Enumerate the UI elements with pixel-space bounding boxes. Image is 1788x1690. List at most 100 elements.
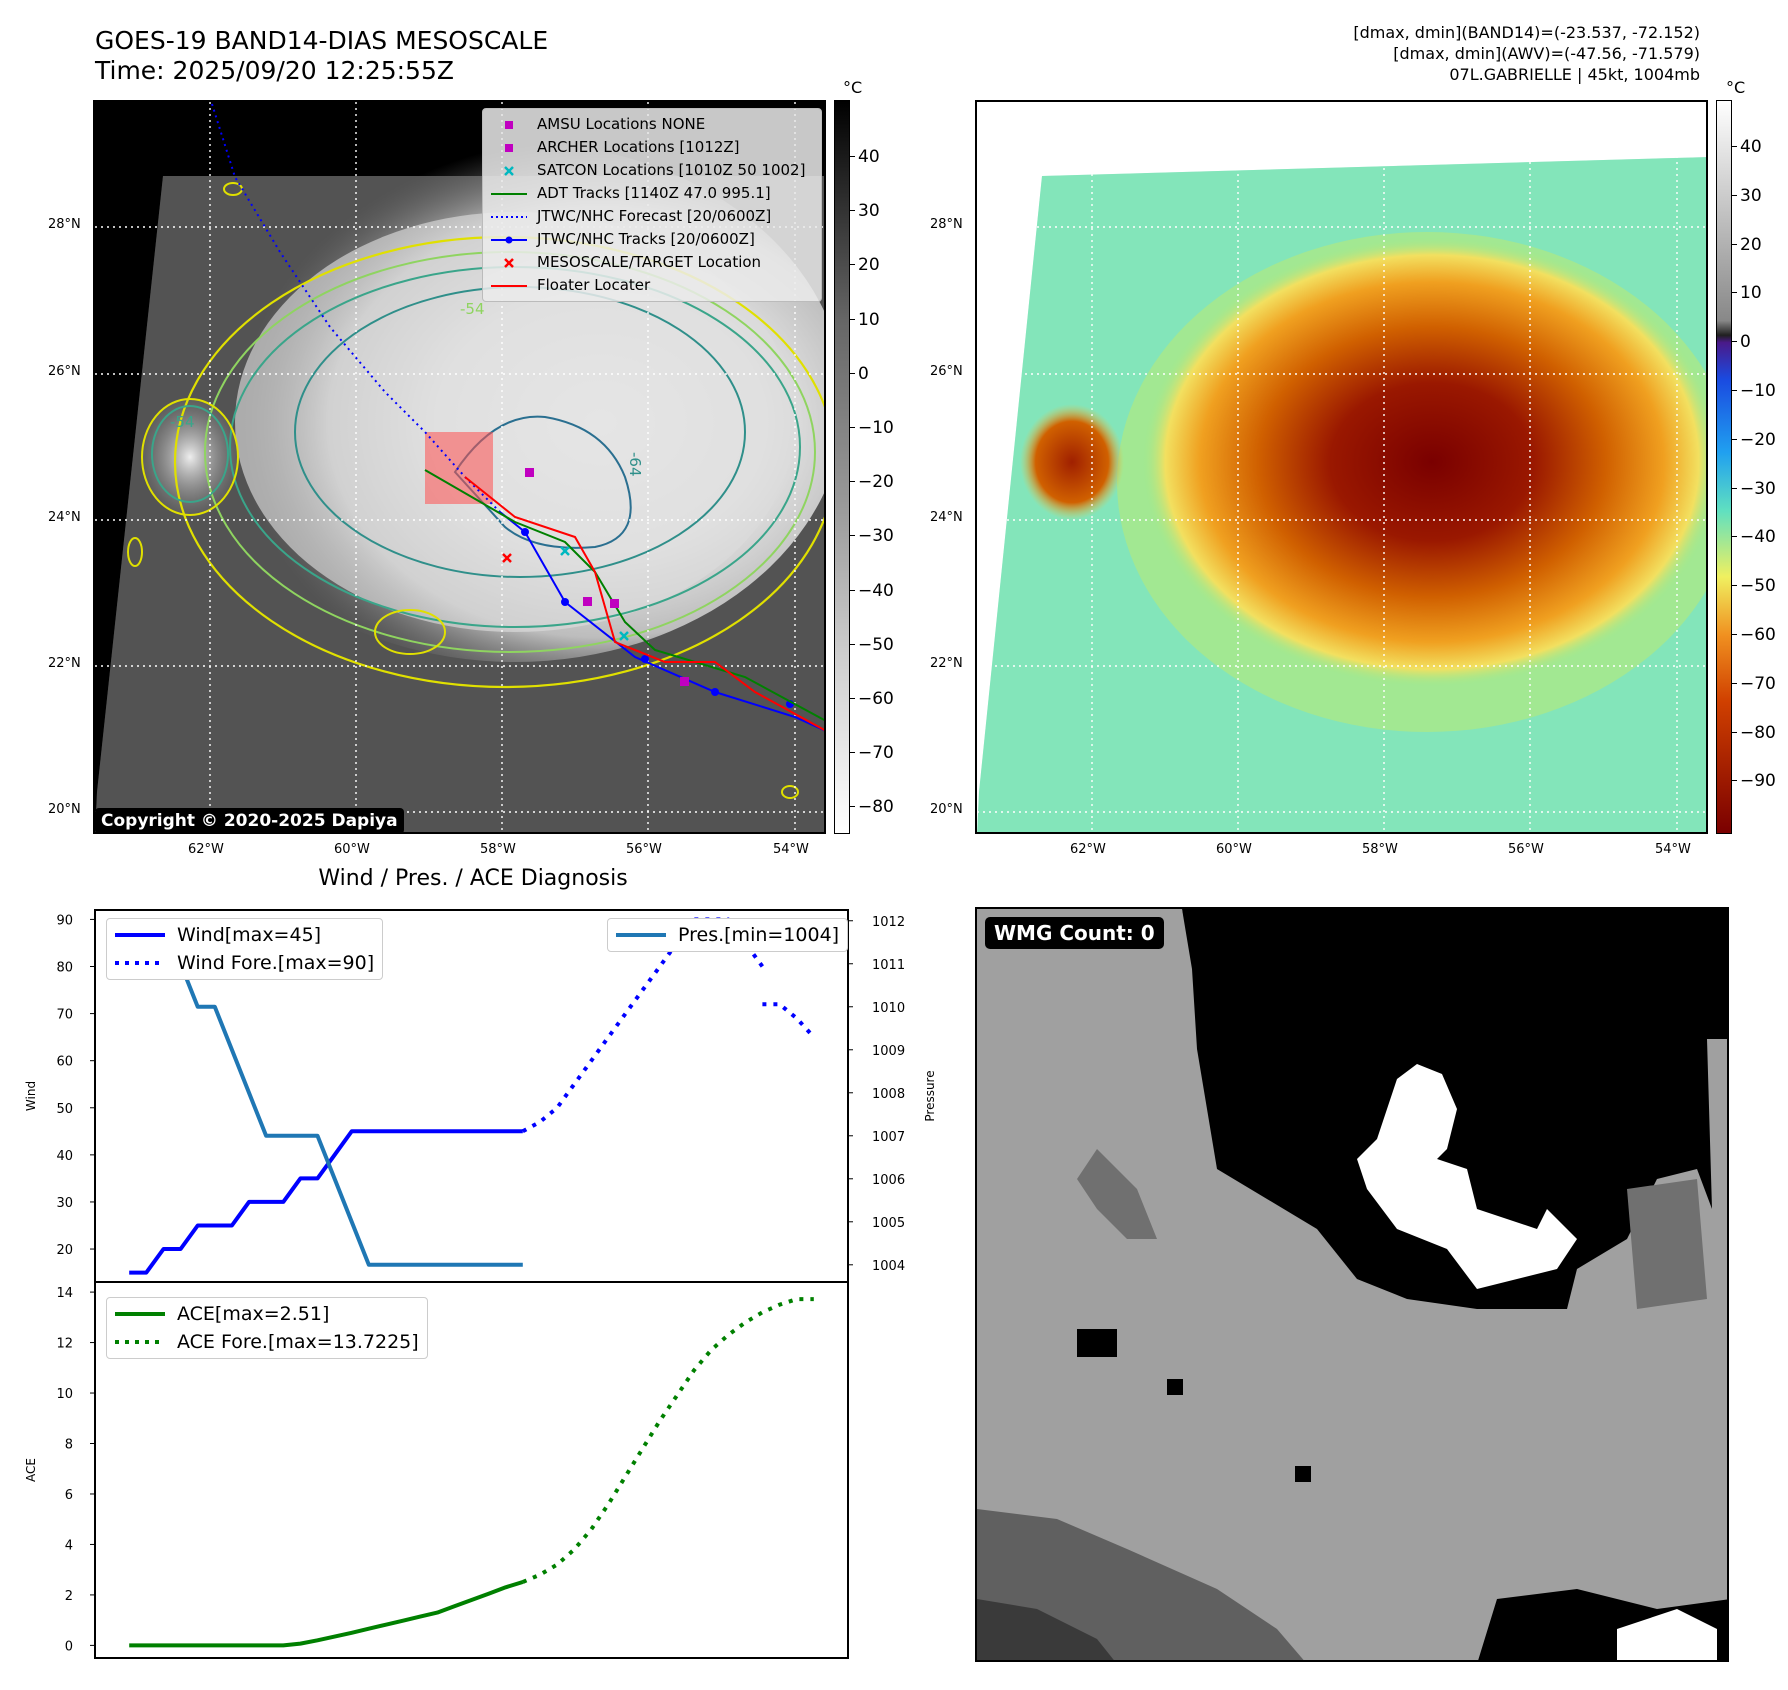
diagnosis-charts: 9080706050403020101210111010100910081007… xyxy=(24,909,937,1659)
ir-legend-item: MESOSCALE/TARGET Location xyxy=(491,251,813,274)
forecast-track xyxy=(211,103,501,513)
longitude-label: 54°W xyxy=(1655,842,1691,857)
colorbar-tick-label: 0 xyxy=(858,363,869,384)
latitude-label: 28°N xyxy=(48,217,81,232)
awv-map xyxy=(975,100,1708,834)
ace-axis-tick-label: 10 xyxy=(56,1387,73,1402)
ir-legend-item: ADT Tracks [1140Z 47.0 995.1] xyxy=(491,182,813,205)
colorbar-tick-mark xyxy=(850,372,855,374)
longitude-label: 60°W xyxy=(334,842,370,857)
awv-gridlines xyxy=(977,102,1706,832)
colorbar-tick-label: 10 xyxy=(858,309,880,330)
archer-points xyxy=(525,468,689,686)
colorbar-tick-mark xyxy=(850,752,855,754)
storm-info-text: 07L.GABRIELLE | 45kt, 1004mb xyxy=(1449,65,1700,84)
wind-axis-tick-label: 60 xyxy=(56,1055,73,1070)
wind-legend: Wind[max=45] Wind Fore.[max=90] xyxy=(106,918,384,980)
ir-legend-item: ARCHER Locations [1012Z] xyxy=(491,136,813,159)
ir-imagery: -54 -54 -64 xyxy=(95,102,824,832)
colorbar-tick-mark xyxy=(1732,634,1737,635)
wind-axis-tick-label: 90 xyxy=(56,913,73,928)
colorbar-tick-mark xyxy=(1732,438,1737,440)
legend-label-wind-forecast: Wind Fore.[max=90] xyxy=(177,952,375,974)
line-marker-icon xyxy=(491,284,527,287)
colorbar-tick-mark xyxy=(1732,146,1737,147)
pressure-series-line xyxy=(129,918,523,1267)
longitude-label: 56°W xyxy=(626,842,662,857)
ir-legend-label: ADT Tracks [1140Z 47.0 995.1] xyxy=(537,184,771,202)
wind-forecast-tail-line xyxy=(762,1002,816,1039)
latitude-label: 26°N xyxy=(930,364,963,379)
ir-legend-label: ARCHER Locations [1012Z] xyxy=(537,138,740,156)
pressure-axis-tick-label: 1009 xyxy=(872,1044,905,1059)
latitude-label: 24°N xyxy=(48,510,81,525)
colorbar-tick-mark xyxy=(1732,682,1737,684)
wmg-imagery xyxy=(977,909,1727,1660)
latitude-label: 22°N xyxy=(930,656,963,671)
colorbar-tick-mark xyxy=(850,264,855,266)
legend-item-wind-forecast: Wind Fore.[max=90] xyxy=(115,949,374,977)
colorbar-tick-label: −60 xyxy=(1740,625,1776,645)
latitude-label: 22°N xyxy=(48,656,81,671)
colorbar-tick-mark xyxy=(1732,194,1737,196)
figure-title-line1: GOES-19 BAND14-DIAS MESOSCALE xyxy=(95,26,549,55)
colorbar-tick-label: −20 xyxy=(858,472,894,493)
floater-track xyxy=(464,476,824,731)
ir-legend-item: JTWC/NHC Tracks [20/0600Z] xyxy=(491,228,813,251)
line-marker-icon xyxy=(491,192,527,195)
ace-chart-frame xyxy=(94,1281,849,1659)
colorbar-tick-label: −70 xyxy=(858,743,894,764)
ir-gridlines xyxy=(95,102,824,832)
copyright-badge: Copyright © 2020-2025 Dapiya xyxy=(95,808,404,834)
colorbar-tick-label: 20 xyxy=(858,255,880,276)
wind-series-line xyxy=(129,1129,523,1275)
ace-series-line xyxy=(129,1580,524,1648)
pressure-axis-tick-label: 1010 xyxy=(872,1001,905,1016)
colorbar-tick-mark xyxy=(850,210,855,212)
colorbar-tick-label: −30 xyxy=(858,526,894,547)
colorbar-tick-label: −80 xyxy=(1740,722,1776,743)
pressure-axis-tick-label: 1005 xyxy=(872,1216,905,1231)
floater-box xyxy=(425,432,493,504)
ir-legend: AMSU Locations NONE ARCHER Locations [101… xyxy=(482,108,822,302)
longitude-label: 58°W xyxy=(1362,842,1398,857)
latitude-label: 20°N xyxy=(930,802,963,817)
ace-forecast-series-line xyxy=(522,1297,814,1584)
colorbar-tick-mark xyxy=(850,318,855,320)
longitude-label: 60°W xyxy=(1216,842,1252,857)
ace-axis-tick-label: 0 xyxy=(65,1639,73,1654)
colorbar-tick-label: −10 xyxy=(858,418,894,438)
ir-legend-item: JTWC/NHC Forecast [20/0600Z] xyxy=(491,205,813,228)
legend-item-ace: ACE[max=2.51] xyxy=(115,1300,419,1328)
colorbar-tick-mark xyxy=(1732,390,1737,391)
ir-satellite-map: -54 -54 -64 xyxy=(93,100,826,834)
pressure-axis-tick-label: 1012 xyxy=(872,915,905,930)
pressure-axis-tick-label: 1006 xyxy=(872,1173,905,1188)
colorbar-tick-mark xyxy=(1732,292,1737,294)
ir-legend-label: SATCON Locations [1010Z 50 1002] xyxy=(537,161,806,179)
figure-title: GOES-19 BAND14-DIAS MESOSCALE Time: 2025… xyxy=(95,26,548,86)
band14-range-text: [dmax, dmin](BAND14)=(-23.537, -72.152) xyxy=(1353,23,1700,42)
satcon-points xyxy=(560,546,629,641)
ir-legend-label: JTWC/NHC Forecast [20/0600Z] xyxy=(537,207,772,225)
diagnosis-title: Wind / Pres. / ACE Diagnosis xyxy=(318,866,628,891)
ir-legend-label: MESOSCALE/TARGET Location xyxy=(537,253,762,271)
latitude-label: 20°N xyxy=(48,802,81,817)
colorbar-tick-label: 40 xyxy=(1740,137,1762,157)
colorbar-tick-label: −10 xyxy=(1740,381,1776,401)
ace-axis-tick-label: 6 xyxy=(65,1488,73,1503)
colorbar-tick-mark xyxy=(1732,341,1737,343)
ir-legend-item: SATCON Locations [1010Z 50 1002] xyxy=(491,159,813,182)
longitude-label: 58°W xyxy=(480,842,516,857)
colorbar-tick-mark xyxy=(850,481,855,483)
legend-item-pressure: Pres.[min=1004] xyxy=(616,921,839,949)
pressure-legend: Pres.[min=1004] xyxy=(607,918,849,952)
colorbar-tick-label: 30 xyxy=(858,201,880,222)
colorbar-tick-label: −60 xyxy=(858,689,894,709)
target-location xyxy=(502,553,512,563)
legend-label-ace-forecast: ACE Fore.[max=13.7225] xyxy=(177,1331,419,1353)
pressure-axis-title: Pressure xyxy=(923,1070,937,1121)
colorbar-tick-label: −20 xyxy=(1740,429,1776,450)
line-dot-marker-icon xyxy=(491,236,527,243)
colorbar-tick-mark xyxy=(1732,780,1737,782)
